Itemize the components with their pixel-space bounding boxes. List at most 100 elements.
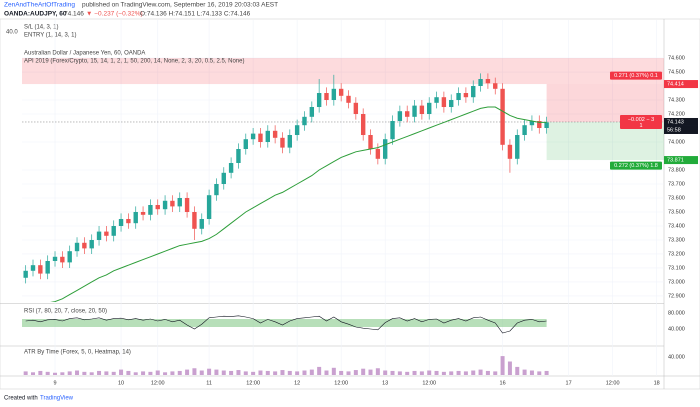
atr-bar [214,369,219,375]
x-tick-label: 12:00 [246,380,260,386]
atr-bar [177,370,182,375]
atr-bar [119,369,124,375]
candle-body [74,242,80,252]
y-tick-label: 73.100 [668,265,685,271]
atr-bar [82,371,87,375]
candle-body [485,79,491,84]
atr-bar [185,369,190,375]
candle-body [287,135,293,148]
candle-body [30,265,36,271]
atr-bar [317,366,322,375]
candle-body [390,121,395,140]
x-tick-label: 11 [206,380,212,386]
candle-body [23,270,28,278]
footer-brand[interactable]: TradingView [40,396,74,402]
atr-bar [199,370,204,375]
candle-body [346,95,351,103]
atr-bar [148,371,153,375]
stop-label: 0.271 (0.37%) 0.1 [614,73,658,79]
candle-body [177,197,182,207]
atr-bar [104,371,109,375]
candle-body [515,135,520,159]
candle-body [412,105,417,117]
atr-bar [207,368,212,375]
candle-body [250,133,256,140]
candle-body [397,111,403,122]
candle-body [236,149,241,164]
atr-bar [434,370,439,375]
candle-body [441,97,447,108]
y-tick-label: 73.400 [668,223,685,229]
candle-body [60,256,65,263]
atr-bar [339,370,344,375]
candle-body [302,116,307,126]
candle-body [111,225,116,236]
x-tick-label: 18 [654,380,660,386]
atr-bar [31,372,36,375]
candle-body [45,260,50,274]
candle-body [522,125,527,136]
candle-body [309,107,315,117]
candle-body [155,204,160,210]
candle-body [67,251,72,263]
candle-body [529,121,535,126]
chart-title: Australian Dollar / Japanese Yen, 60, OA… [24,51,145,57]
y-tick-label: 72.900 [668,293,685,299]
price-badge [664,117,698,126]
x-tick-label: 17 [566,380,572,386]
y-tick-label: 73.500 [668,209,685,215]
atr-bar [170,371,175,375]
atr-bar [383,370,388,375]
candle-body [126,218,131,224]
atr-bar [280,370,285,375]
atr-bar [295,371,300,375]
atr-bar [537,371,542,375]
candle-body [360,114,366,136]
candle-body [104,231,109,236]
candle-body [507,144,513,159]
candle-body [38,265,43,274]
candle-body [375,149,381,159]
atr-bar [346,371,351,375]
atr-bar [449,371,454,375]
y-tick-label: 73.200 [668,251,685,257]
y-tick-label: 73.600 [668,195,685,201]
atr-bar [368,369,373,375]
atr-bar [500,356,505,375]
atr-bar [544,370,549,375]
price-badge [664,80,698,89]
entry-label-box [620,114,662,129]
atr-bar [89,372,94,375]
atr-bar [23,371,28,375]
corner-value: 40.0 [6,30,18,36]
target-label: 0.272 (0.37%) 1.8 [614,163,658,169]
y-tick-label: 73.000 [668,279,685,285]
candle-body [316,93,322,108]
atr-bar [507,361,512,375]
x-tick-label: 12:00 [151,380,165,386]
candle-body [382,139,388,159]
candle-body [96,231,102,240]
atr-bar [529,370,534,375]
stop-label-box [610,71,662,80]
candle-body [206,195,212,219]
atr-bar [390,370,395,375]
candle-body [456,93,461,101]
atr-bar [302,370,307,375]
candle-body [434,97,439,103]
y-tick-label: 74.500 [668,69,685,75]
price-badge-label: 74.143 [667,119,684,125]
rsi-line [25,315,547,334]
ohlc: O:74.136 H:74.151 L:74.133 C:74.146 [140,11,251,18]
candle-body [52,256,58,261]
candle-body [544,122,549,129]
author[interactable]: ZenAndTheArtOfTrading [4,2,75,9]
y-tick-label: 40.000 [668,326,685,332]
atr-bar [515,366,520,375]
candle-body [221,172,226,184]
price-badge [664,156,698,165]
atr-bar [463,371,468,375]
candle-body [405,111,410,117]
atr-bar [265,370,270,375]
